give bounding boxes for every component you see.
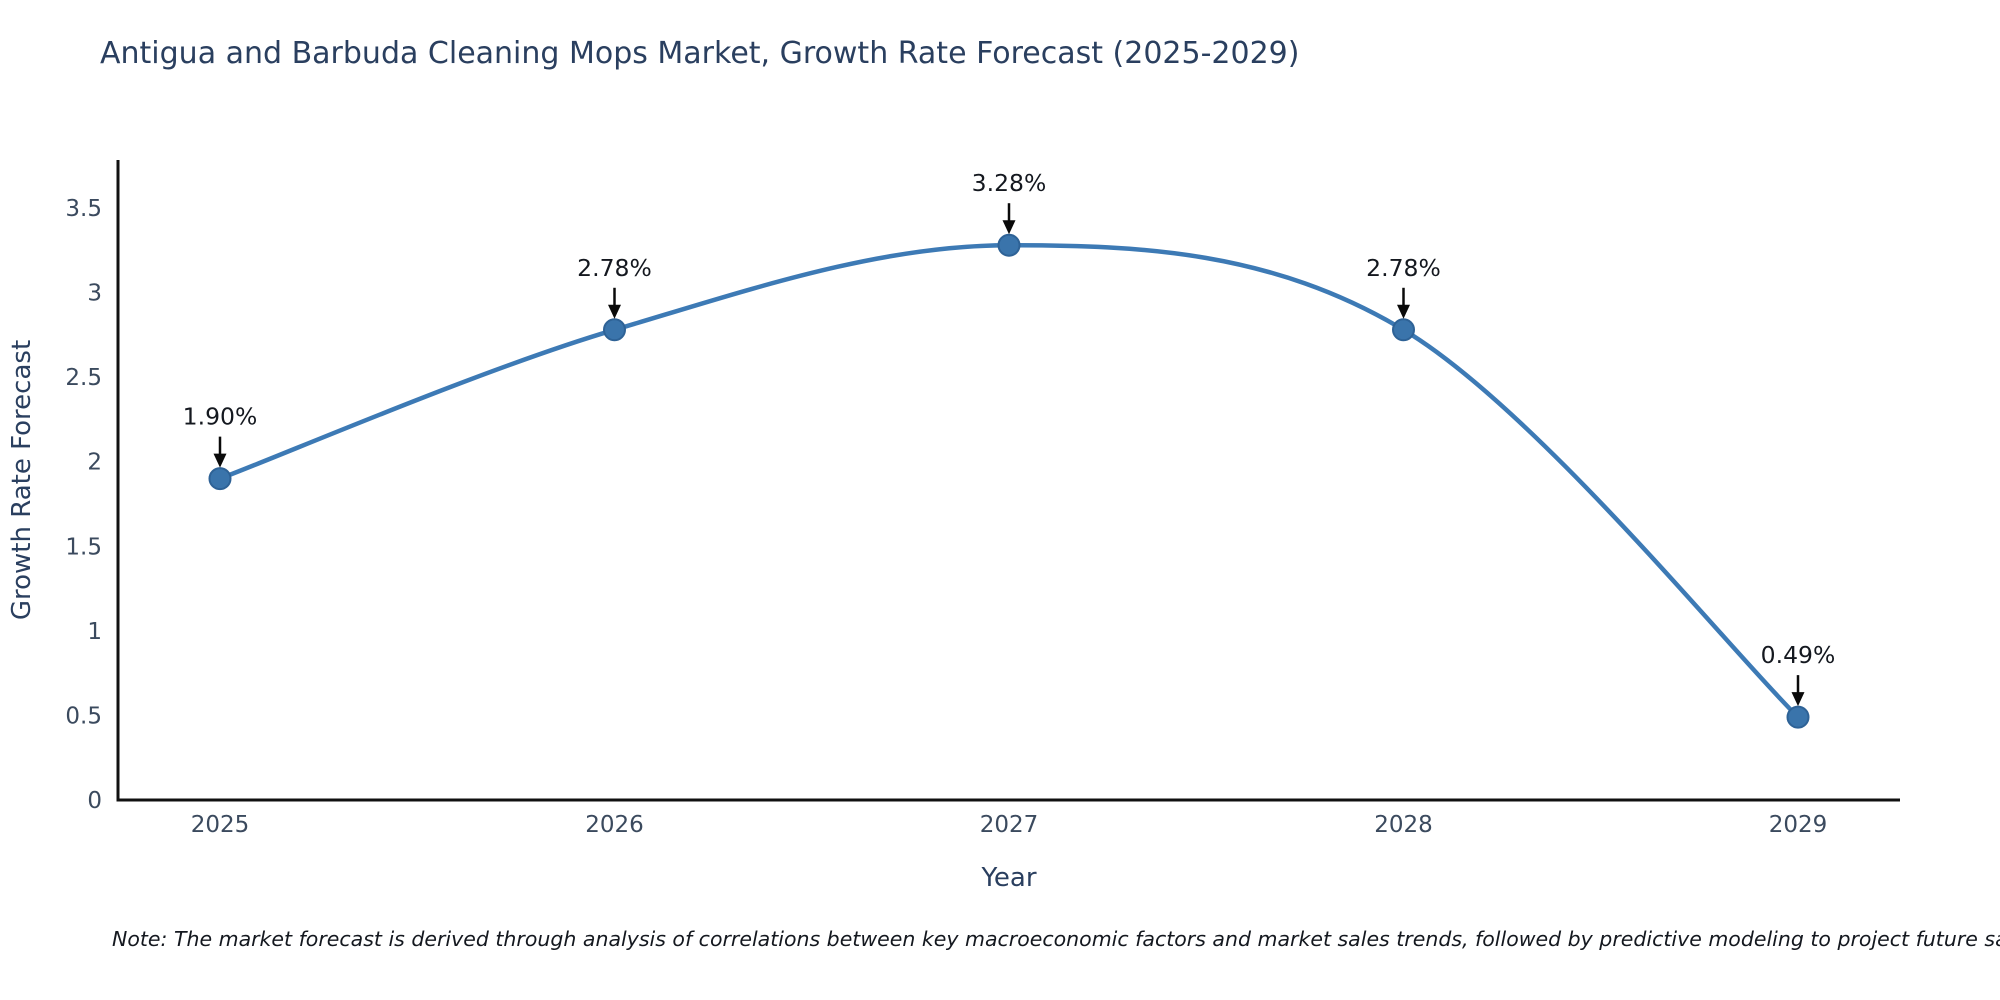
point-value-label: 3.28% <box>972 169 1047 197</box>
y-tick-label: 3 <box>87 281 102 307</box>
data-point-marker[interactable] <box>208 467 232 491</box>
point-value-label: 0.49% <box>1761 641 1836 669</box>
axis-lines <box>116 160 1900 802</box>
x-tick-label: 2026 <box>585 812 644 838</box>
y-tick-label: 0 <box>87 788 102 814</box>
annotation-arrow-head <box>213 453 227 468</box>
trend-line <box>217 242 1801 720</box>
x-tick-label: 2028 <box>1374 812 1433 838</box>
y-tick-label: 2.5 <box>65 365 102 391</box>
y-axis-title: Growth Rate Forecast <box>7 340 37 620</box>
x-tick-label: 2029 <box>1769 812 1828 838</box>
data-point-marker[interactable] <box>1392 318 1415 342</box>
y-tick-label: 1 <box>87 619 102 645</box>
annotation-arrow-head <box>1397 304 1410 319</box>
y-tick-label: 0.5 <box>65 703 102 729</box>
y-tick-label: 2 <box>87 450 102 476</box>
point-value-label: 2.78% <box>1366 254 1441 282</box>
annotation-arrow-head <box>1002 220 1016 235</box>
x-axis-title: Year <box>980 863 1036 893</box>
data-point-marker[interactable] <box>1786 705 1810 729</box>
x-tick-label: 2027 <box>980 812 1039 838</box>
y-tick-label: 3.5 <box>65 196 102 222</box>
data-point-marker[interactable] <box>603 318 626 342</box>
footnote-text: Note: The market forecast is derived thr… <box>112 927 2000 951</box>
y-tick-label: 1.5 <box>65 534 102 560</box>
data-point-marker[interactable] <box>997 233 1021 257</box>
point-value-label: 2.78% <box>577 254 652 282</box>
annotation-arrow-head <box>1791 692 1805 707</box>
x-tick-label: 2025 <box>191 812 250 838</box>
point-value-label: 1.90% <box>183 403 258 431</box>
chart-title: Antigua and Barbuda Cleaning Mops Market… <box>100 36 1300 71</box>
annotation-arrow-head <box>608 304 621 319</box>
